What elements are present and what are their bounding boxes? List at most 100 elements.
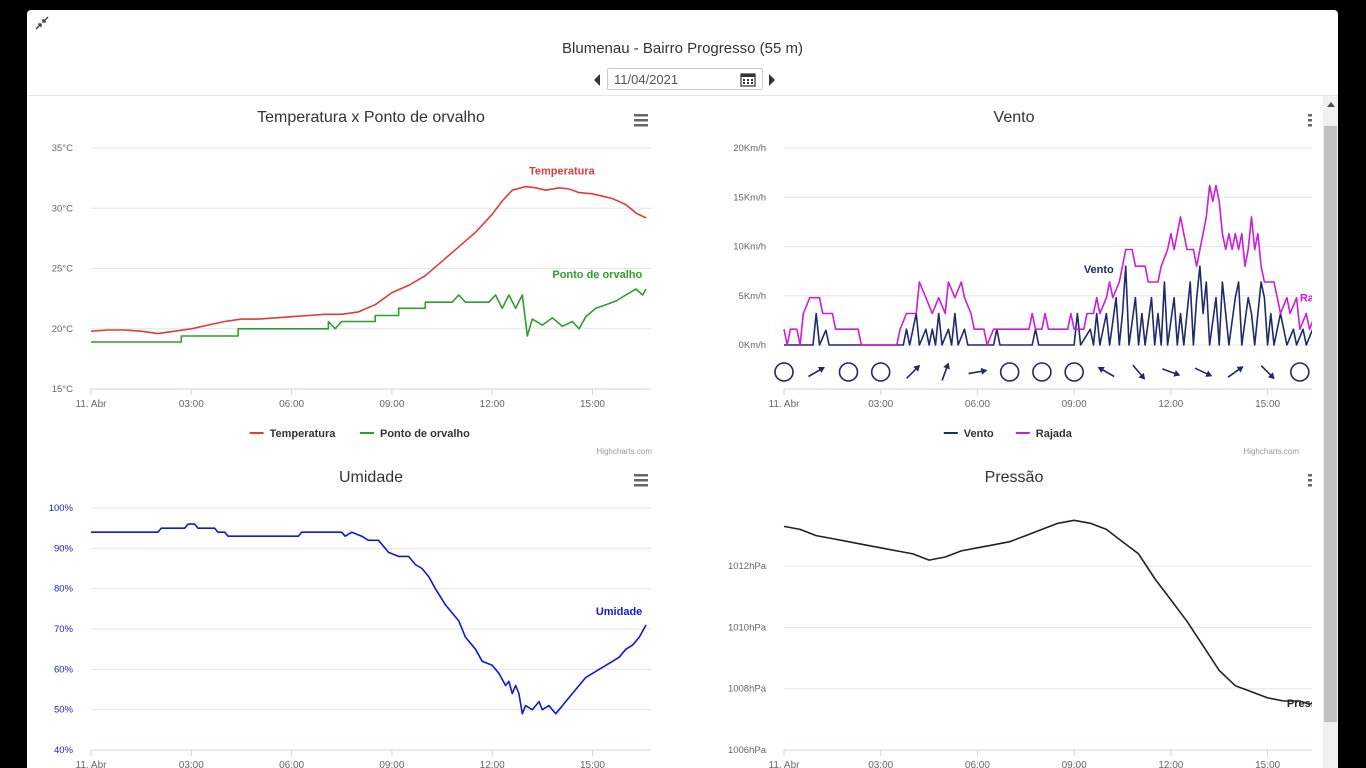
series-data-label: Umidade	[596, 606, 642, 618]
series-line-pressão	[783, 519, 1312, 705]
chart-menu-icon[interactable]	[1308, 474, 1312, 487]
highcharts-credits[interactable]: Highcharts.com	[596, 447, 652, 456]
calm-wind-icon	[870, 362, 891, 382]
x-tick-label: 09:00	[1062, 760, 1087, 768]
wind-direction-arrow-icon	[1097, 366, 1115, 378]
legend-label: Rajada	[1036, 428, 1073, 440]
x-tick-label: 06:00	[279, 399, 304, 410]
x-tick-label: 12:00	[480, 760, 505, 768]
series-data-label: Vento	[1084, 264, 1114, 276]
series-line-rajada	[783, 184, 1312, 346]
arrow-head	[1138, 372, 1146, 380]
wind-direction-arrow-icon	[941, 362, 950, 381]
arrow-head	[817, 366, 825, 374]
chart-title: Vento	[994, 109, 1035, 126]
x-tick-label: 15:00	[580, 760, 605, 768]
chart-menu-icon[interactable]	[634, 474, 648, 487]
station-title: Blumenau - Bairro Progresso (55 m)	[562, 40, 803, 57]
x-tick-label: 11. Abr	[769, 399, 801, 410]
collapse-icon[interactable]	[35, 16, 49, 30]
menu-bar	[1308, 479, 1312, 482]
y-tick-label: 30°C	[52, 203, 73, 214]
modal-header: Blumenau - Bairro Progresso (55 m) 11/04…	[27, 10, 1338, 96]
arrow-head	[1173, 370, 1181, 377]
y-tick-label: 15°C	[52, 384, 73, 395]
chart-title: Pressão	[985, 469, 1044, 486]
prev-day-icon[interactable]	[592, 73, 602, 87]
x-tick-label: 03:00	[868, 399, 893, 410]
menu-bar	[1308, 114, 1312, 117]
scroll-up-icon[interactable]	[1327, 102, 1335, 107]
arrow-head	[980, 367, 988, 375]
calm-wind-icon	[838, 362, 859, 382]
calm-wind-icon	[999, 362, 1020, 382]
wind-direction-arrow-icon	[1260, 365, 1275, 380]
x-tick-label: 03:00	[868, 760, 893, 768]
calm-wind-icon	[1064, 362, 1084, 382]
y-tick-label: 1010hPa	[728, 622, 767, 633]
calendar-icon[interactable]	[740, 72, 756, 87]
y-tick-label: 5Km/h	[739, 291, 766, 302]
highcharts-credits[interactable]: Highcharts.com	[1243, 447, 1299, 456]
menu-bar	[1308, 124, 1312, 127]
x-tick-label: 06:00	[279, 760, 304, 768]
x-tick-label: 06:00	[965, 399, 990, 410]
arrow-head	[1097, 366, 1105, 374]
x-tick-label: 15:00	[1255, 399, 1280, 410]
y-tick-label: 80%	[54, 584, 74, 595]
y-tick-label: 40%	[54, 745, 74, 756]
series-data-label: Ponto de orvalho	[552, 269, 642, 281]
menu-bar	[634, 124, 648, 127]
menu-bar	[634, 119, 648, 122]
wind-direction-arrow-icon	[1132, 364, 1146, 380]
x-tick-label: 09:00	[1062, 399, 1087, 410]
arrow-head	[1236, 366, 1244, 373]
y-tick-label: 20°C	[52, 324, 73, 335]
legend-item[interactable]: Rajada	[1015, 428, 1073, 440]
series-data-label: Rajada	[1300, 293, 1312, 305]
vertical-scrollbar[interactable]	[1323, 96, 1338, 768]
y-tick-label: 25°C	[52, 264, 73, 275]
menu-bar	[634, 479, 648, 482]
series-line-ponto-de-orvalho	[91, 288, 647, 343]
menu-bar	[1308, 119, 1312, 122]
scroll-thumb[interactable]	[1324, 126, 1337, 722]
wind-chart: Vento 0Km/h 5Km/h 10Km/h 15Km/h 20Km/h 11. Abr…	[733, 109, 1312, 456]
x-tick-label: 09:00	[379, 760, 404, 768]
y-tick-label: 35°C	[52, 143, 73, 154]
menu-bar	[634, 114, 648, 117]
next-day-icon[interactable]	[767, 73, 777, 87]
date-field[interactable]: 11/04/2021	[607, 68, 763, 90]
x-tick-label: 09:00	[379, 399, 404, 410]
x-tick-label: 11. Abr	[76, 399, 108, 410]
chart-menu-icon[interactable]	[634, 114, 648, 127]
x-tick-label: 06:00	[965, 760, 990, 768]
y-tick-label: 0Km/h	[739, 340, 766, 351]
y-tick-label: 10Km/h	[733, 242, 766, 253]
legend-item[interactable]: Vento	[943, 428, 994, 440]
y-tick-label: 60%	[54, 664, 74, 675]
x-tick-label: 12:00	[480, 399, 505, 410]
calm-wind-icon	[1032, 362, 1052, 382]
chart-title: Umidade	[339, 469, 403, 486]
chart-menu-icon[interactable]	[1308, 114, 1312, 127]
wind-direction-arrow-icon	[808, 366, 825, 378]
series-data-label: Temperatura	[529, 166, 596, 178]
legend-label: Ponto de orvalho	[380, 428, 470, 440]
series-line-temperatura	[90, 185, 647, 335]
wind-direction-arrow-icon	[1227, 366, 1244, 378]
arrow-head	[1205, 370, 1213, 377]
wind-direction-arrow-icon	[968, 367, 988, 375]
x-tick-label: 03:00	[179, 399, 204, 410]
legend-item[interactable]: Temperatura	[249, 428, 337, 440]
y-tick-label: 100%	[49, 503, 74, 514]
y-tick-label: 90%	[54, 543, 74, 554]
x-tick-label: 12:00	[1158, 760, 1183, 768]
x-tick-label: 12:00	[1158, 399, 1183, 410]
station-modal: Blumenau - Bairro Progresso (55 m) 11/04…	[27, 10, 1338, 768]
arrow-head	[943, 362, 950, 370]
menu-bar	[1308, 474, 1312, 477]
menu-bar	[1308, 484, 1312, 487]
x-tick-label: 11. Abr	[76, 760, 108, 768]
legend-item[interactable]: Ponto de orvalho	[360, 428, 470, 440]
